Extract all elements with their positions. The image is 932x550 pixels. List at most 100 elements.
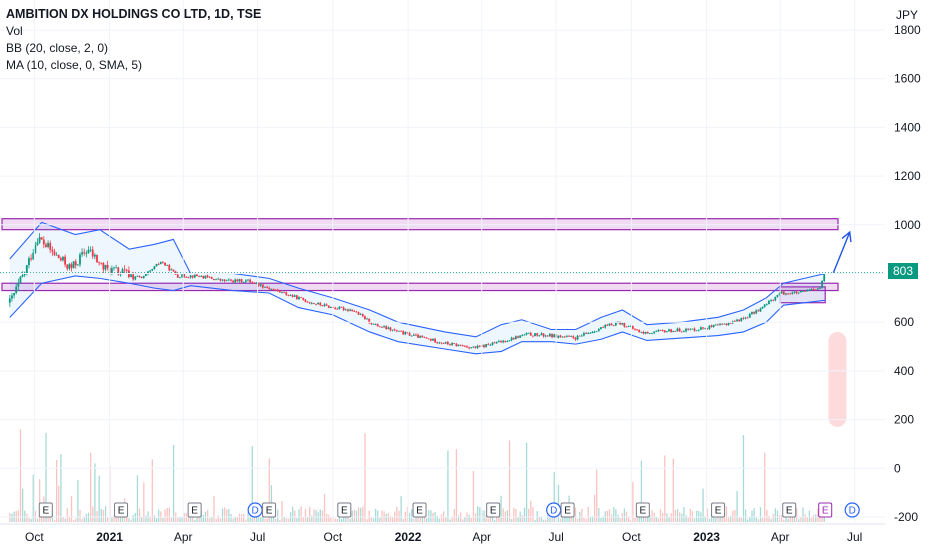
candle-body: [227, 279, 230, 281]
candle-body: [247, 279, 249, 281]
candle-body: [819, 287, 821, 289]
candle-body: [476, 345, 479, 348]
candle-body: [706, 328, 709, 330]
volume-bar: [400, 496, 402, 522]
candle-body: [457, 344, 460, 347]
candle-body: [774, 296, 777, 301]
volume-bar: [396, 506, 398, 522]
volume-bar: [621, 513, 623, 522]
candle-body: [672, 330, 675, 333]
candle-body: [336, 308, 339, 310]
candle-body: [244, 280, 247, 282]
volume-bar: [451, 517, 453, 522]
volume-bar: [391, 517, 394, 522]
volume-bar: [349, 519, 351, 522]
candle-body: [549, 333, 551, 337]
volume-bar: [98, 475, 100, 522]
drawing-zones[interactable]: [1, 218, 839, 304]
volume-bar: [702, 488, 704, 522]
bollinger-indicator-label[interactable]: BB (20, close, 2, 0): [6, 41, 109, 55]
volume-bar: [634, 517, 636, 522]
candle-body: [383, 326, 385, 328]
candle-body: [546, 335, 549, 337]
volume-bar: [812, 515, 815, 522]
volume-bar: [300, 506, 302, 522]
candle-body: [495, 342, 498, 344]
dividend-marker: [844, 502, 860, 518]
candle-body: [364, 316, 366, 320]
earnings-marker-label: E: [490, 506, 497, 517]
volume-bar: [587, 506, 589, 522]
symbol-title[interactable]: AMBITION DX HOLDINGS CO LTD, 1D, TSE: [6, 7, 262, 21]
candle-body: [508, 340, 511, 342]
volume-indicator-label[interactable]: Vol: [6, 24, 23, 38]
volume-bar: [126, 516, 128, 522]
y-tick-label: 1200: [894, 169, 921, 183]
candle-body: [816, 288, 819, 290]
candle-body: [519, 335, 522, 338]
volume-bar: [302, 517, 304, 522]
volume-bar: [610, 514, 613, 522]
volume-bar: [60, 454, 62, 522]
volume-bar: [158, 509, 160, 522]
volume-bar: [81, 518, 83, 522]
volume-bar: [817, 508, 819, 522]
candle-body: [576, 335, 579, 340]
candle-body: [157, 263, 160, 265]
volume-bar: [128, 518, 130, 522]
volume-bar: [113, 515, 115, 522]
volume-bar: [92, 506, 94, 522]
candle-body: [179, 277, 181, 279]
candle-body: [776, 294, 779, 297]
volume-bar: [802, 507, 804, 522]
x-tick-label: Oct: [25, 530, 44, 544]
candle-body: [215, 279, 217, 281]
drawing-overlays[interactable]: [0, 230, 885, 427]
candle-body: [417, 334, 419, 338]
earnings-marker-label: E: [564, 506, 571, 517]
volume-bar: [585, 519, 587, 522]
time-axis[interactable]: Oct 2021 Apr Jul Oct 2022 Apr Jul Oct 2023 Apr Jul: [0, 0, 885, 544]
volume-bar: [736, 491, 738, 522]
candle-body: [104, 264, 107, 270]
candle-body: [304, 299, 307, 302]
earnings-marker: [782, 502, 797, 518]
ma-indicator-label[interactable]: MA (10, close, 0, SMA, 5): [6, 58, 143, 72]
candle-body: [638, 329, 641, 333]
candle-body: [791, 292, 794, 294]
y-tick-label: 200: [894, 413, 914, 427]
candle-body: [699, 327, 702, 330]
candle-body: [676, 328, 679, 332]
volume-bar: [496, 516, 498, 522]
volume-bar: [549, 514, 551, 522]
volume-bar: [268, 458, 270, 522]
volume-bar: [447, 450, 449, 522]
candle-body: [453, 343, 456, 344]
volume-bar: [73, 519, 75, 522]
earnings-marker-label: E: [639, 506, 646, 517]
volume-bar: [759, 507, 762, 522]
candle-body: [695, 330, 698, 332]
candle-body: [634, 328, 636, 330]
volume-bar: [581, 508, 583, 522]
candle-body: [761, 306, 764, 309]
candle-body: [566, 335, 568, 337]
candle-body: [691, 328, 694, 330]
candle-body: [510, 337, 513, 341]
candle-body: [325, 304, 328, 306]
candle-body: [674, 330, 677, 332]
volume-bar: [645, 516, 647, 522]
candle-body: [553, 334, 556, 338]
volume-bar: [49, 515, 51, 522]
candle-body: [525, 333, 528, 335]
volume-bar: [545, 519, 547, 522]
candle-body: [408, 332, 411, 336]
volume-bar: [774, 508, 777, 522]
candle-body: [438, 342, 441, 344]
candle-body: [200, 275, 203, 277]
candle-body: [812, 289, 815, 290]
candle-body: [255, 282, 258, 284]
earnings-marker-label: E: [266, 506, 273, 517]
